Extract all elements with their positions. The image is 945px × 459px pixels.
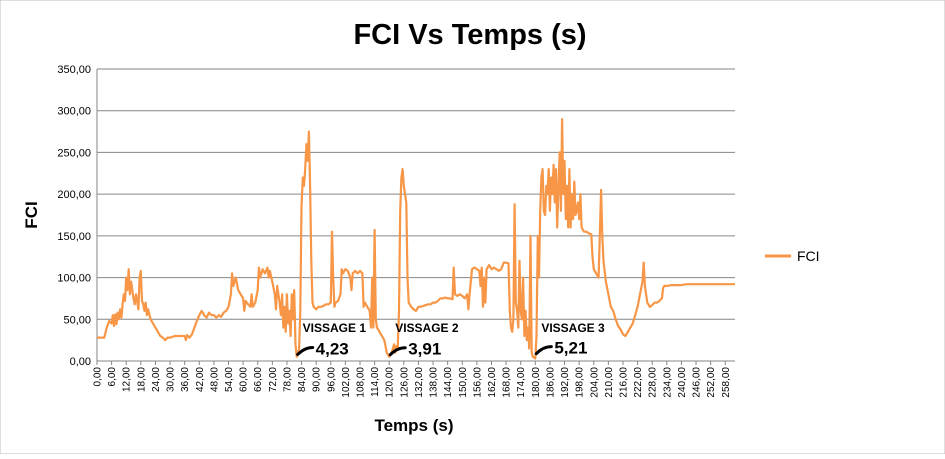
x-tick-label: 252,00 xyxy=(706,367,717,398)
annotation-label: VISSAGE 3 xyxy=(541,321,605,335)
x-axis-ticks: 0,00 6,00 12,00 18,00 24,00 30,00 36,00 42,00 48… xyxy=(93,361,732,398)
annotation-value: 4,23 xyxy=(316,339,349,358)
x-tick-label: 36,00 xyxy=(180,367,191,392)
x-tick-label: 48,00 xyxy=(209,367,220,392)
y-axis-title: FCI xyxy=(22,201,41,228)
x-tick-label: 144,00 xyxy=(443,367,454,398)
x-tick-label: 90,00 xyxy=(312,367,323,392)
annotation-label: VISSAGE 1 xyxy=(303,321,367,335)
x-tick-label: 216,00 xyxy=(618,367,629,398)
gridlines xyxy=(96,68,735,362)
x-tick-label: 138,00 xyxy=(429,367,440,398)
x-tick-label: 42,00 xyxy=(195,367,206,392)
annotation-label: VISSAGE 2 xyxy=(395,321,459,335)
y-tick-label: 350,00 xyxy=(57,64,91,76)
annotations-group: VISSAGE 1 4,23 VISSAGE 2 3,91 VISSAGE 3 5,21 xyxy=(296,321,605,359)
x-tick-label: 54,00 xyxy=(224,367,235,392)
x-tick-label: 78,00 xyxy=(282,367,293,392)
legend-label: FCI xyxy=(797,248,820,264)
y-tick-label: 100,00 xyxy=(57,273,91,285)
x-tick-label: 18,00 xyxy=(136,367,147,392)
x-tick-label: 168,00 xyxy=(502,367,513,398)
chart-title: FCI Vs Temps (s) xyxy=(353,19,586,51)
series-line-fci xyxy=(97,118,735,360)
y-tick-label: 200,00 xyxy=(57,189,91,201)
x-tick-label: 126,00 xyxy=(399,367,410,398)
annotation: VISSAGE 3 5,21 xyxy=(534,321,605,358)
y-axis-ticks: 0,00 50,00 100,00 150,00 200,00 250,00 300,00 3… xyxy=(57,64,91,368)
annotation-value: 3,91 xyxy=(408,340,441,359)
x-tick-label: 258,00 xyxy=(721,367,732,398)
x-tick-label: 150,00 xyxy=(458,367,469,398)
x-tick-label: 30,00 xyxy=(166,367,177,392)
x-tick-label: 192,00 xyxy=(560,367,571,398)
x-tick-label: 60,00 xyxy=(239,367,250,392)
x-tick-label: 156,00 xyxy=(472,367,483,398)
x-tick-label: 246,00 xyxy=(692,367,703,398)
x-tick-label: 162,00 xyxy=(487,367,498,398)
annotation-leader xyxy=(296,345,315,356)
y-tick-label: 0,00 xyxy=(70,356,91,368)
x-tick-label: 198,00 xyxy=(575,367,586,398)
annotation-value: 5,21 xyxy=(554,339,587,358)
y-tick-label: 50,00 xyxy=(63,314,91,326)
x-tick-label: 174,00 xyxy=(516,367,527,398)
x-tick-label: 24,00 xyxy=(151,367,162,392)
legend: FCI xyxy=(765,248,820,264)
x-tick-label: 180,00 xyxy=(531,367,542,398)
x-tick-label: 222,00 xyxy=(633,367,644,398)
x-tick-label: 120,00 xyxy=(385,367,396,398)
x-tick-label: 240,00 xyxy=(677,367,688,398)
x-tick-label: 96,00 xyxy=(326,367,337,392)
x-axis-title: Temps (s) xyxy=(374,416,453,435)
x-tick-label: 132,00 xyxy=(414,367,425,398)
x-tick-label: 0,00 xyxy=(93,367,104,387)
x-tick-label: 228,00 xyxy=(648,367,659,398)
x-tick-label: 6,00 xyxy=(107,367,118,387)
x-tick-label: 84,00 xyxy=(297,367,308,392)
x-tick-label: 204,00 xyxy=(589,367,600,398)
y-tick-label: 300,00 xyxy=(57,106,91,118)
y-tick-label: 250,00 xyxy=(57,147,91,159)
x-tick-label: 114,00 xyxy=(370,367,381,397)
annotation-leader xyxy=(388,346,407,357)
x-tick-label: 234,00 xyxy=(662,367,673,398)
x-tick-label: 66,00 xyxy=(253,367,264,392)
annotation-leader xyxy=(534,345,553,356)
x-tick-label: 102,00 xyxy=(341,367,352,398)
annotation: VISSAGE 1 4,23 xyxy=(296,321,367,358)
x-tick-label: 210,00 xyxy=(604,367,615,398)
x-tick-label: 12,00 xyxy=(122,367,133,392)
x-tick-label: 186,00 xyxy=(545,367,556,398)
x-tick-label: 72,00 xyxy=(268,367,279,392)
y-tick-label: 150,00 xyxy=(57,231,91,243)
series-group xyxy=(97,118,735,360)
x-tick-label: 108,00 xyxy=(355,367,366,398)
annotation: VISSAGE 2 3,91 xyxy=(388,321,459,359)
